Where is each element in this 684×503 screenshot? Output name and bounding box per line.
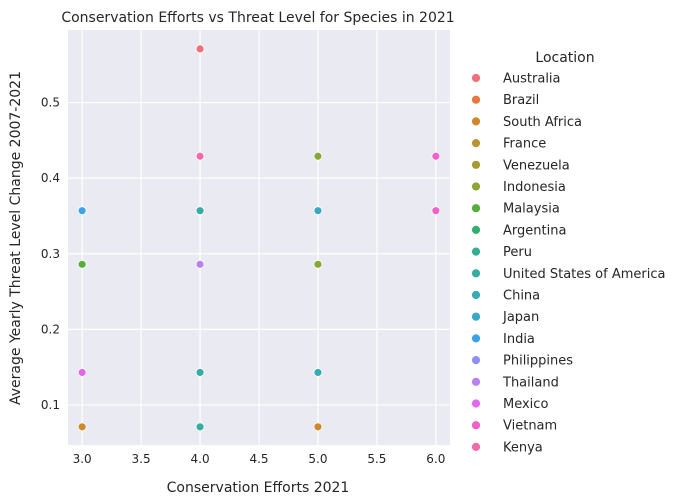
y-axis-label: Average Yearly Threat Level Change 2007-… — [8, 71, 24, 405]
legend-label: Venezuela — [503, 158, 570, 173]
legend-label: China — [503, 289, 540, 304]
legend-label: Thailand — [502, 375, 559, 390]
x-tick-label: 5.5 — [367, 452, 386, 466]
legend-marker — [471, 181, 481, 192]
legend-label: Vietnam — [503, 419, 557, 434]
data-point — [195, 368, 205, 377]
legend-marker — [471, 73, 481, 83]
data-point — [195, 151, 205, 161]
data-point — [195, 422, 205, 432]
data-point — [313, 368, 323, 377]
legend-label: India — [503, 332, 535, 347]
data-point — [77, 206, 87, 216]
legend-label: Argentina — [503, 223, 566, 238]
x-tick-label: 3.5 — [132, 452, 151, 466]
legend-marker — [471, 376, 481, 387]
data-point — [431, 151, 441, 161]
y-tick-label: 0.3 — [41, 247, 60, 261]
x-tick-label: 5.0 — [308, 452, 327, 466]
y-tick-label: 0.5 — [41, 96, 60, 110]
chart-title: Conservation Efforts vs Threat Level for… — [61, 10, 454, 26]
legend-marker — [471, 116, 481, 127]
data-point — [77, 368, 87, 377]
legend-marker — [471, 94, 481, 105]
legend-marker — [471, 203, 481, 214]
legend-label: Peru — [503, 245, 532, 260]
x-tick-label: 4.0 — [191, 452, 210, 466]
legend-label: United States of America — [503, 267, 665, 282]
x-axis-label: Conservation Efforts 2021 — [167, 480, 350, 496]
data-point — [77, 422, 87, 432]
y-tick-label: 0.4 — [41, 171, 60, 185]
data-point — [77, 259, 87, 269]
legend-marker — [471, 355, 481, 366]
legend-label: France — [503, 137, 546, 152]
legend-marker — [471, 290, 481, 300]
legend-label: Australia — [503, 72, 561, 87]
legend: Location Australia Brazil South Africa Fran… — [471, 50, 665, 455]
data-point — [313, 151, 323, 161]
legend-label: Japan — [502, 310, 539, 325]
legend-marker — [471, 224, 481, 235]
data-point — [313, 206, 323, 216]
legend-marker — [471, 311, 481, 322]
data-points — [77, 44, 441, 432]
x-tick-label: 3.0 — [73, 452, 92, 466]
y-axis-ticks: 0.1 0.2 0.3 0.4 0.5 — [41, 96, 60, 412]
legend-marker — [471, 159, 481, 170]
legend-marker — [471, 398, 481, 409]
legend-label: Mexico — [503, 397, 548, 412]
legend-marker — [471, 333, 481, 344]
legend-label: Brazil — [503, 93, 539, 108]
legend-marker — [471, 268, 481, 279]
legend-label: Malaysia — [503, 202, 560, 217]
y-tick-label: 0.2 — [41, 322, 60, 336]
legend-marker — [471, 420, 481, 431]
data-point — [195, 44, 205, 54]
x-tick-label: 6.0 — [426, 452, 445, 466]
legend-label: Kenya — [503, 440, 543, 455]
y-tick-label: 0.1 — [41, 398, 60, 412]
legend-label: Philippines — [503, 354, 573, 369]
legend-label: Indonesia — [503, 180, 566, 195]
legend-marker — [471, 246, 481, 257]
legend-label: South Africa — [503, 115, 582, 130]
gridlines — [68, 30, 450, 445]
data-point — [431, 206, 441, 216]
legend-title: Location — [535, 50, 594, 66]
x-tick-label: 4.5 — [249, 452, 268, 466]
data-point — [195, 206, 205, 216]
data-point — [313, 422, 323, 432]
x-axis-ticks: 3.0 3.5 4.0 4.5 5.0 5.5 6.0 — [73, 452, 446, 466]
legend-marker — [471, 138, 481, 149]
data-point — [313, 259, 323, 269]
data-point — [195, 259, 205, 269]
legend-marker — [471, 441, 481, 452]
